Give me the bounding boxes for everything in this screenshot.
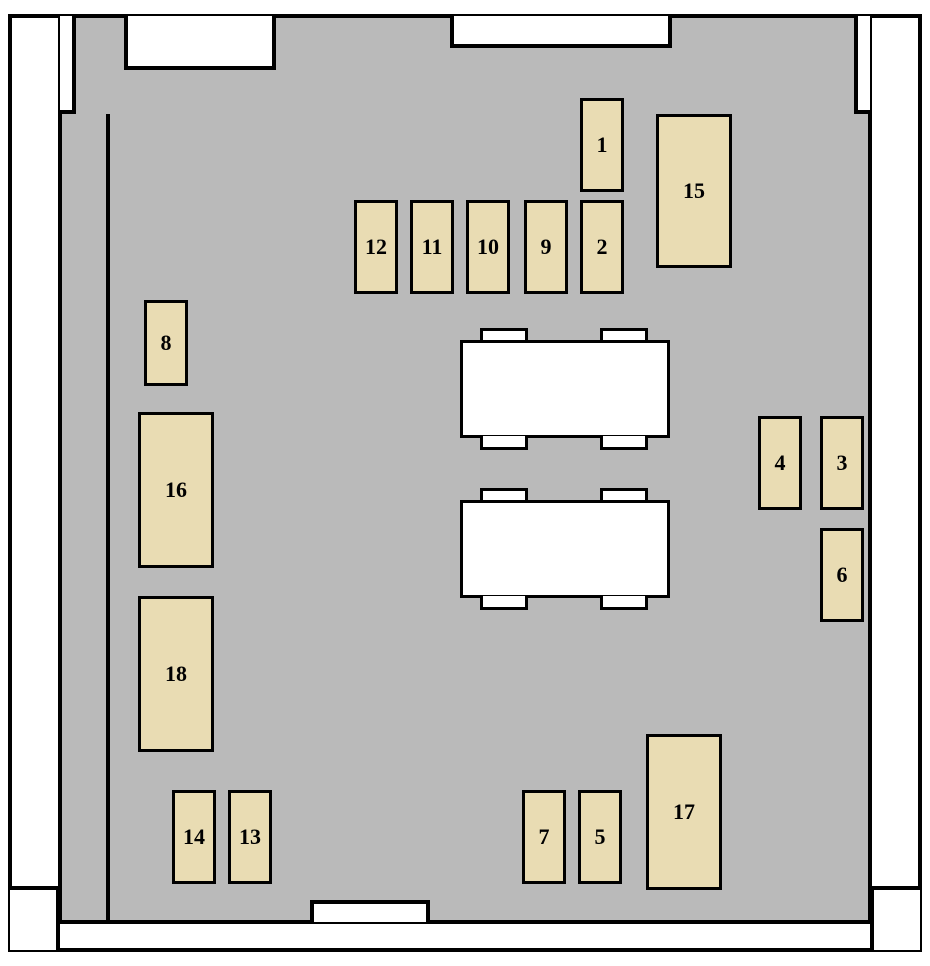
fuse-label: 11	[422, 234, 443, 260]
fuse-13: 13	[228, 790, 272, 884]
relay-upper	[460, 340, 670, 438]
fuse-1: 1	[580, 98, 624, 192]
top-left-corner	[60, 16, 76, 114]
fuse-15: 15	[656, 114, 732, 268]
fuse-label: 14	[183, 824, 205, 850]
fuse-2: 2	[580, 200, 624, 294]
fuse-label: 1	[597, 132, 608, 158]
top-left-notch	[124, 16, 276, 70]
fuse-label: 13	[239, 824, 261, 850]
bottom-right-step	[870, 886, 920, 950]
fuse-label: 2	[597, 234, 608, 260]
fuse-6: 6	[820, 528, 864, 622]
fuse-label: 10	[477, 234, 499, 260]
bottom-center-notch	[310, 900, 430, 922]
fuse-18: 18	[138, 596, 214, 752]
fuse-label: 6	[837, 562, 848, 588]
fuse-11: 11	[410, 200, 454, 294]
fuse-12: 12	[354, 200, 398, 294]
fuse-label: 5	[595, 824, 606, 850]
fuse-label: 12	[365, 234, 387, 260]
fuse-9: 9	[524, 200, 568, 294]
divider-line	[106, 114, 110, 922]
fuse-label: 16	[165, 477, 187, 503]
relay-tab	[600, 596, 648, 610]
fuse-5: 5	[578, 790, 622, 884]
fuse-label: 3	[837, 450, 848, 476]
relay-lower	[460, 500, 670, 598]
relay-tab	[480, 436, 528, 450]
relay-tab	[600, 436, 648, 450]
fuse-label: 9	[541, 234, 552, 260]
fuse-label: 8	[161, 330, 172, 356]
fuse-16: 16	[138, 412, 214, 568]
fuse-10: 10	[466, 200, 510, 294]
fuse-7: 7	[522, 790, 566, 884]
fuse-14: 14	[172, 790, 216, 884]
fuse-label: 17	[673, 799, 695, 825]
fuse-17: 17	[646, 734, 722, 890]
bottom-left-step	[10, 886, 60, 950]
top-center-notch	[450, 16, 672, 48]
fuse-8: 8	[144, 300, 188, 386]
fuse-label: 4	[775, 450, 786, 476]
fuse-label: 18	[165, 661, 187, 687]
top-right-corner	[854, 16, 870, 114]
fuse-label: 7	[539, 824, 550, 850]
fuse-label: 15	[683, 178, 705, 204]
diagram-canvas: 1 2 9 10 11 12 15 3 4 6 8 16 18 14 13 7 …	[0, 0, 930, 966]
fuse-3: 3	[820, 416, 864, 510]
relay-tab	[480, 596, 528, 610]
fuse-4: 4	[758, 416, 802, 510]
